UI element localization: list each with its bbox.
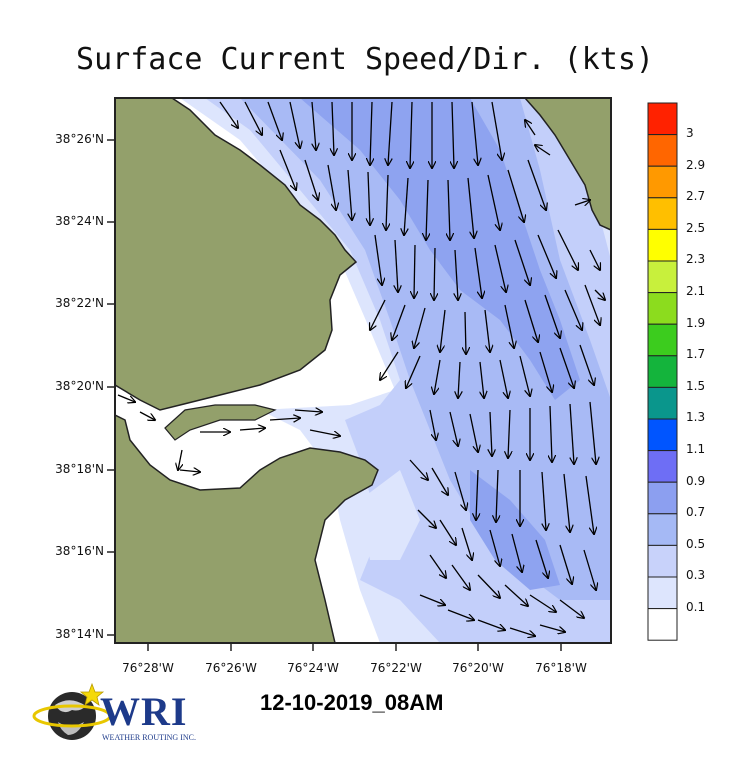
colorbar-label: 0.3	[686, 568, 706, 583]
colorbar-swatch	[647, 418, 678, 452]
lat-label-38-16: 38°16'N	[55, 544, 104, 558]
colorbar-label: 1.1	[686, 442, 706, 456]
colorbar-label: 1.9	[686, 315, 706, 330]
colorbar-swatch	[647, 197, 678, 230]
lon-label-76-28: 76°28'W	[122, 661, 174, 675]
lon-label-76-20: 76°20'W	[452, 661, 504, 675]
lat-label-38-18: 38°18'N	[55, 462, 104, 476]
colorbar-swatch	[647, 355, 678, 388]
lat-ticks	[107, 139, 115, 636]
land-creek-bank	[164, 404, 277, 441]
lon-label-76-18: 76°18'W	[535, 661, 587, 675]
speed-band-0-1-inner	[360, 470, 420, 560]
colorbar-swatch	[647, 134, 678, 167]
colorbar-label: 0.5	[686, 536, 706, 551]
colorbar-swatch	[647, 513, 678, 546]
colorbar	[647, 102, 678, 641]
colorbar-swatch	[647, 481, 678, 515]
land-east	[523, 98, 611, 231]
logo-subtitle: WEATHER ROUTING INC.	[102, 733, 196, 742]
colorbar-label: 2.5	[686, 220, 706, 235]
colorbar-label: 1.5	[686, 378, 706, 393]
colorbar-label: 2.9	[686, 157, 706, 172]
lat-label-38-26: 38°26'N	[55, 132, 104, 146]
lon-label-76-22: 76°22'W	[370, 661, 422, 675]
lon-label-76-24: 76°24'W	[287, 661, 339, 675]
colorbar-label: 2.7	[686, 189, 706, 204]
lat-label-38-20: 38°20'N	[55, 379, 104, 393]
colorbar-swatch	[647, 228, 678, 262]
lat-label-38-14: 38°14'N	[55, 627, 104, 641]
colorbar-label: 0.7	[686, 505, 706, 520]
colorbar-swatch	[647, 450, 678, 483]
colorbar-label: 2.3	[686, 252, 706, 267]
colorbar-swatch	[647, 544, 678, 578]
colorbar-label: 2.1	[686, 284, 706, 298]
speed-band-0-9	[300, 98, 580, 400]
colorbar-swatch	[647, 102, 678, 136]
land-southwest	[115, 414, 379, 643]
logo-wordmark: WRI	[100, 689, 188, 734]
colorbar-label: 0.9	[686, 473, 706, 488]
colorbar-swatch	[647, 576, 678, 610]
map-title: Surface Current Speed/Dir. (kts)	[76, 42, 654, 77]
colorbar-swatch	[647, 260, 678, 294]
lon-ticks	[147, 643, 562, 651]
colorbar-swatch	[647, 608, 678, 641]
colorbar-swatch	[647, 386, 678, 420]
lat-label-38-22: 38°22'N	[55, 296, 104, 310]
colorbar-label: 1.3	[686, 410, 706, 425]
colorbar-swatch	[647, 165, 678, 199]
colorbar-label: 0.1	[686, 600, 706, 614]
map-frame	[114, 97, 612, 644]
globe-with-star-icon	[32, 682, 112, 740]
current-arrows	[117, 101, 605, 636]
speed-band-0-9b	[470, 470, 560, 590]
colorbar-swatch	[647, 323, 678, 357]
colorbar-label: 1.7	[686, 347, 706, 362]
colorbar-swatch	[647, 292, 678, 325]
lat-label-38-24: 38°24'N	[55, 214, 104, 228]
land-west-upper	[115, 98, 358, 411]
map-area	[115, 98, 611, 643]
datestamp: 12-10-2019_08AM	[260, 690, 444, 715]
lon-label-76-26: 76°26'W	[205, 661, 257, 675]
colorbar-label: 3	[686, 126, 694, 140]
